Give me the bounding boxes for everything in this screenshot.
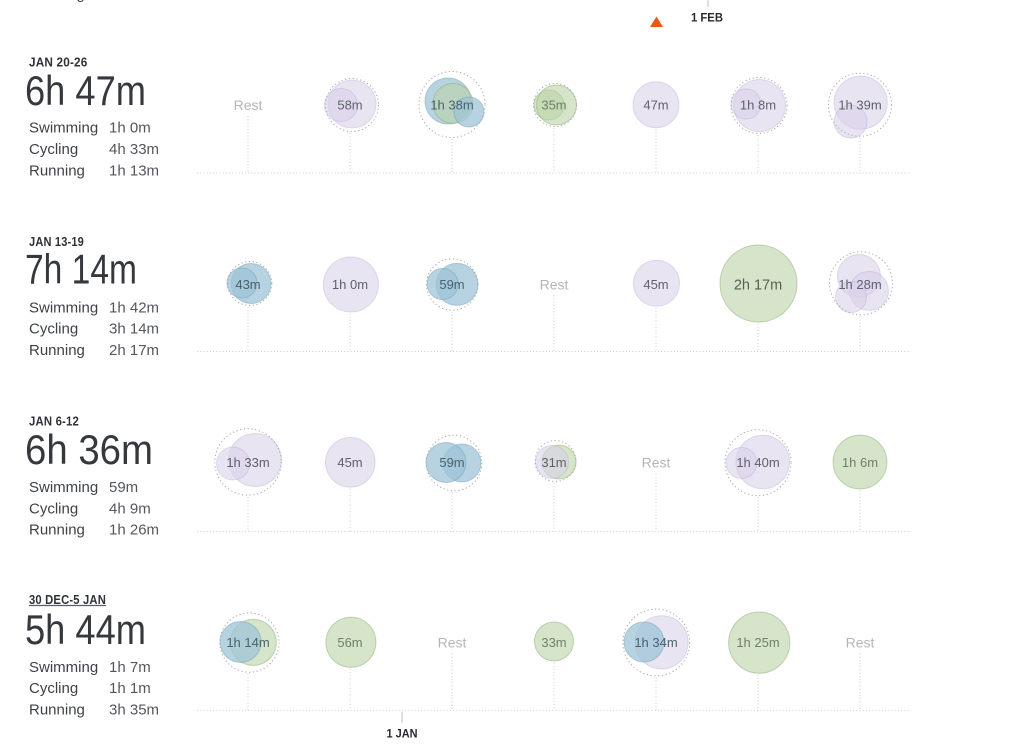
- svg-text:Running: Running: [29, 0, 85, 3]
- svg-text:3h 14m: 3h 14m: [109, 321, 159, 338]
- svg-text:45m: 45m: [643, 277, 668, 292]
- svg-text:1h 39m: 1h 39m: [838, 98, 881, 113]
- svg-text:7h 14m: 7h 14m: [25, 245, 137, 292]
- svg-text:Rest: Rest: [540, 276, 569, 292]
- svg-text:Running: Running: [29, 162, 85, 179]
- svg-text:1h 25m: 1h 25m: [736, 635, 779, 650]
- svg-text:47m: 47m: [643, 98, 668, 113]
- svg-text:Rest: Rest: [234, 97, 263, 113]
- svg-text:58m: 58m: [337, 98, 362, 113]
- svg-text:5h 44m: 5h 44m: [25, 606, 146, 653]
- svg-text:Swimming: Swimming: [29, 659, 98, 676]
- svg-text:1h 0m: 1h 0m: [332, 277, 368, 292]
- svg-text:JAN 6-12: JAN 6-12: [29, 413, 79, 428]
- svg-text:Rest: Rest: [642, 455, 671, 471]
- svg-text:Cycling: Cycling: [29, 680, 78, 697]
- svg-text:Rest: Rest: [846, 635, 875, 651]
- svg-text:35m: 35m: [541, 98, 566, 113]
- svg-text:4h 9m: 4h 9m: [109, 500, 151, 517]
- svg-text:1h 8m: 1h 8m: [740, 98, 776, 113]
- svg-text:1h 28m: 1h 28m: [838, 277, 881, 292]
- svg-text:43m: 43m: [235, 277, 260, 292]
- svg-text:6h 36m: 6h 36m: [25, 426, 153, 473]
- svg-text:31m: 31m: [541, 455, 566, 470]
- svg-text:56m: 56m: [337, 635, 362, 650]
- svg-text:3h 35m: 3h 35m: [109, 701, 159, 718]
- svg-text:1h 40m: 1h 40m: [736, 455, 779, 470]
- svg-text:1h 6m: 1h 6m: [842, 455, 878, 470]
- svg-text:1h 0m: 1h 0m: [109, 120, 151, 137]
- svg-text:1 FEB: 1 FEB: [691, 11, 723, 25]
- svg-text:Cycling: Cycling: [29, 500, 78, 517]
- svg-text:2h 17m: 2h 17m: [109, 342, 159, 359]
- svg-text:1h 14m: 1h 14m: [226, 635, 269, 650]
- svg-text:4h 33m: 4h 33m: [109, 141, 159, 158]
- svg-text:Cycling: Cycling: [29, 141, 78, 158]
- svg-text:1h 26m: 1h 26m: [109, 522, 159, 539]
- svg-text:Cycling: Cycling: [29, 321, 78, 338]
- svg-text:Rest: Rest: [438, 635, 467, 651]
- svg-text:6h 47m: 6h 47m: [25, 67, 146, 114]
- svg-text:1h 1m: 1h 1m: [109, 680, 151, 697]
- svg-text:Swimming: Swimming: [29, 120, 98, 137]
- svg-text:JAN 20-26: JAN 20-26: [29, 55, 88, 70]
- svg-text:59m: 59m: [439, 277, 464, 292]
- svg-text:1h 42m: 1h 42m: [109, 299, 159, 316]
- svg-text:33m: 33m: [541, 635, 566, 650]
- svg-text:59m: 59m: [439, 455, 464, 470]
- svg-text:59m: 59m: [109, 479, 138, 496]
- svg-text:1h 13m: 1h 13m: [109, 162, 159, 179]
- svg-text:JAN 13-19: JAN 13-19: [29, 234, 84, 249]
- svg-text:1h 38m: 1h 38m: [430, 98, 473, 113]
- svg-text:Swimming: Swimming: [29, 299, 98, 316]
- svg-text:1h 7m: 1h 7m: [109, 659, 151, 676]
- svg-text:Running: Running: [29, 701, 85, 718]
- svg-text:1h 34m: 1h 34m: [634, 635, 677, 650]
- svg-text:2h 17m: 2h 17m: [734, 278, 782, 294]
- svg-text:45m: 45m: [337, 455, 362, 470]
- svg-text:1 JAN: 1 JAN: [387, 727, 418, 741]
- svg-text:Running: Running: [29, 522, 85, 539]
- svg-text:30 DEC-5 JAN: 30 DEC-5 JAN: [29, 592, 106, 607]
- svg-text:Running: Running: [29, 342, 85, 359]
- svg-text:Swimming: Swimming: [29, 479, 98, 496]
- svg-text:1h 33m: 1h 33m: [226, 455, 269, 470]
